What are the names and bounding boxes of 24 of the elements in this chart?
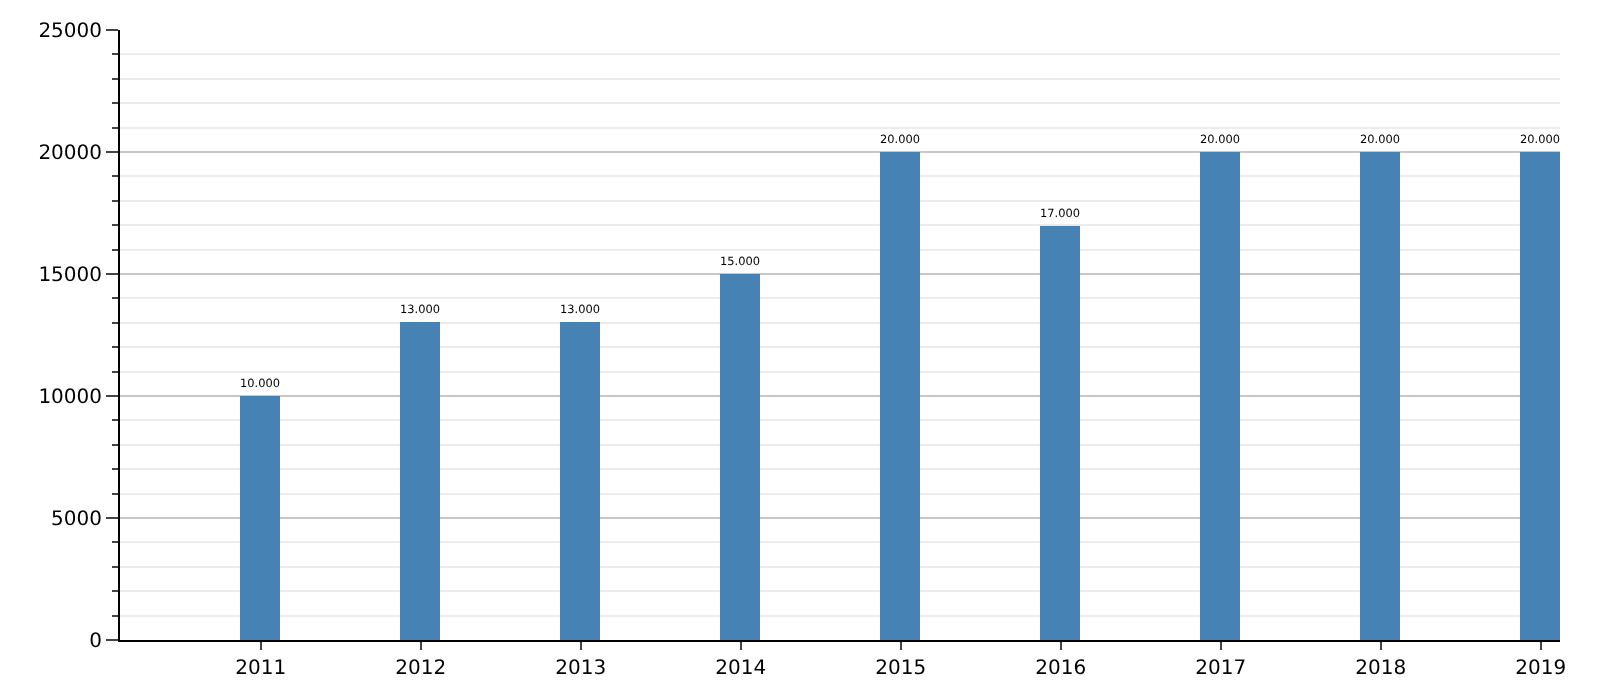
y-tick-label: 20000 [38, 143, 102, 165]
x-tick-label: 2014 [715, 658, 767, 680]
bar [1360, 152, 1400, 640]
bar [560, 322, 600, 640]
x-tick-label: 2013 [555, 658, 607, 680]
bar [880, 152, 920, 640]
bar [1040, 226, 1080, 640]
x-tick-label: 2019 [1515, 658, 1567, 680]
y-tick-label: 10000 [38, 387, 102, 409]
x-tick-label: 2012 [395, 658, 447, 680]
x-tick-label: 2011 [235, 658, 287, 680]
bar [400, 322, 440, 640]
y-tick-label: 15000 [38, 265, 102, 287]
y-tick-label: 25000 [38, 21, 102, 43]
bar [720, 274, 760, 640]
x-tick-label: 2018 [1355, 658, 1407, 680]
x-tick-label: 2017 [1195, 658, 1247, 680]
x-tick-label: 2016 [1035, 658, 1087, 680]
y-tick-label: 0 [89, 631, 102, 653]
bar [1520, 152, 1560, 640]
bar [240, 396, 280, 640]
x-tick-label: 2015 [875, 658, 927, 680]
bar [1200, 152, 1240, 640]
y-tick-label: 5000 [51, 509, 102, 531]
